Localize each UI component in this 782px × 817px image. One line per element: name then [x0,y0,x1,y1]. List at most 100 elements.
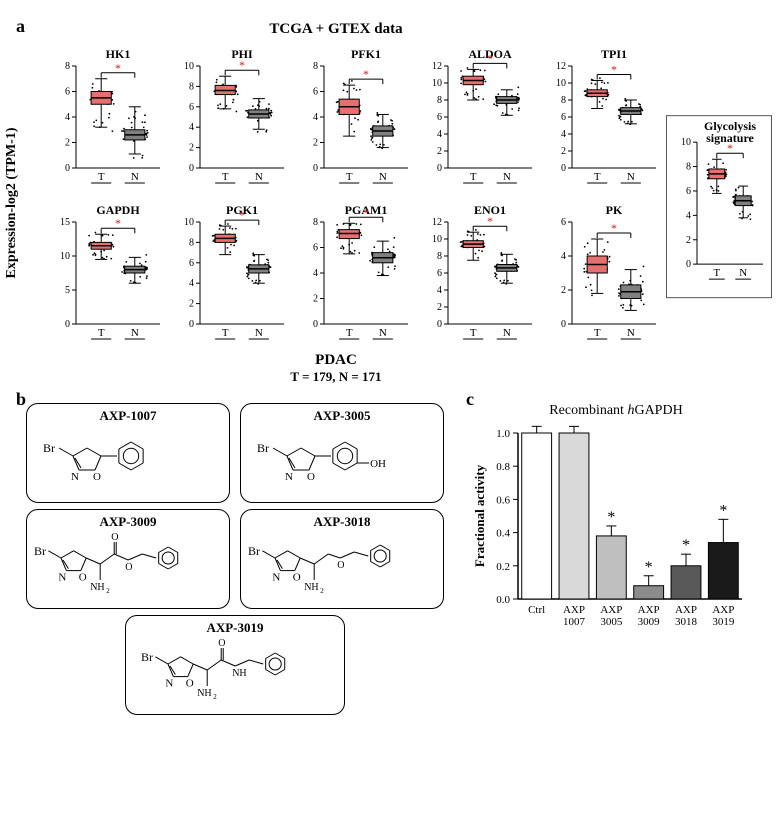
svg-text:T: T [470,327,477,339]
chem-label: AXP-1007 [33,408,223,424]
svg-text:2: 2 [561,285,566,296]
svg-text:2: 2 [189,299,194,310]
svg-text:6: 6 [437,268,442,279]
chem-svg: ONBrNH2O [247,532,437,602]
svg-text:0: 0 [313,319,318,330]
boxplot-aldoa: 024681012ALDOA*TN [420,44,538,194]
svg-text:0: 0 [189,319,194,330]
svg-text:6: 6 [65,87,70,98]
svg-text:O: O [186,678,194,690]
svg-text:*: * [645,559,653,576]
svg-text:Ctrl: Ctrl [528,604,545,616]
svg-text:T: T [346,327,353,339]
panel-c-title: Recombinant hGAPDH [470,403,762,419]
svg-text:N: N [255,171,263,183]
boxplot-pfk1: 02468PFK1*TN [296,44,414,194]
boxplot-hk1: 02468HK1*TN [48,44,166,194]
svg-text:0: 0 [561,163,566,174]
chembox-axp-3009: AXP-3009 ONBrNH2OO [26,509,230,609]
svg-text:10: 10 [184,61,194,72]
svg-text:8: 8 [437,95,442,106]
svg-text:N: N [255,327,263,339]
svg-text:T: T [594,327,601,339]
bar-3 [634,586,664,599]
svg-text:0: 0 [686,259,691,270]
svg-text:2: 2 [561,146,566,157]
svg-text:AXP: AXP [600,604,622,616]
svg-text:0: 0 [313,163,318,174]
svg-text:2: 2 [313,138,318,149]
chem-svg: ONBrNH2ONH [140,638,330,708]
svg-text:2: 2 [189,143,194,154]
panel-b-label: b [16,389,26,410]
svg-text:AXP: AXP [638,604,660,616]
bar-chart-svg: 0.00.20.40.60.81.0Fractional activityCtr… [470,423,750,643]
svg-text:N: N [285,471,293,483]
lower-row: b AXP-1007 ONBr AXP-3005 ONBrOH AXP-3009… [20,403,762,715]
svg-text:Br: Br [43,441,55,455]
boxplot-svg: 024681012ENO1*TN [420,200,538,350]
svg-text:6: 6 [189,258,194,269]
svg-text:2: 2 [106,587,110,595]
svg-text:6: 6 [437,112,442,123]
svg-text:Fractional activity: Fractional activity [472,464,487,567]
svg-text:6: 6 [189,102,194,113]
bar-2 [596,536,626,599]
svg-text:0.0: 0.0 [496,594,510,606]
svg-text:T: T [470,171,477,183]
boxplot-eno1: 024681012ENO1*TN [420,200,538,350]
chembox-axp-3019: AXP-3019 ONBrNH2ONH [125,615,345,715]
svg-text:O: O [293,572,301,584]
svg-text:4: 4 [313,112,318,123]
svg-text:0: 0 [65,319,70,330]
figure: a TCGA + GTEX data Expression-log2 (TPM-… [20,20,762,715]
svg-text:0: 0 [437,319,442,330]
svg-text:N: N [379,327,387,339]
svg-text:O: O [125,562,132,573]
svg-text:0: 0 [65,163,70,174]
svg-text:T: T [222,327,229,339]
boxplot-pk: 0246PK*TN [544,200,662,350]
svg-text:O: O [218,638,225,649]
panel-c-title-suffix: GAPDH [634,403,682,418]
svg-text:*: * [487,214,493,228]
svg-text:N: N [131,171,139,183]
svg-text:2: 2 [437,302,442,313]
svg-text:2: 2 [65,138,70,149]
svg-text:T: T [594,171,601,183]
svg-text:PFK1: PFK1 [351,47,381,61]
svg-text:10: 10 [184,217,194,228]
svg-text:8: 8 [65,61,70,72]
svg-text:8: 8 [189,237,194,248]
panel-c: c Recombinant hGAPDH 0.00.20.40.60.81.0F… [470,403,762,648]
svg-text:N: N [739,267,747,279]
svg-text:10: 10 [556,78,566,89]
svg-text:*: * [607,509,615,526]
svg-text:2: 2 [313,294,318,305]
svg-text:0.4: 0.4 [496,528,510,540]
svg-text:AXP: AXP [563,604,585,616]
boxplot-svg: 0246810PGK1*TN [172,200,290,350]
chembox-axp-1007: AXP-1007 ONBr [26,403,230,503]
svg-text:3018: 3018 [675,616,698,628]
panel-a-ylabel: Expression-log2 (TPM-1) [4,127,20,278]
panel-a-title: TCGA + GTEX data [269,21,402,37]
svg-text:TPI1: TPI1 [601,47,627,61]
boxplot-pgk1: 0246810PGK1*TN [172,200,290,350]
svg-text:4: 4 [437,285,442,296]
glycolysis-signature-plot: 0246810Glycolysissignature*TN [666,115,772,298]
svg-text:2: 2 [320,587,324,595]
svg-text:Br: Br [248,544,260,558]
svg-text:2: 2 [437,146,442,157]
chem-label: AXP-3018 [247,514,437,530]
svg-text:N: N [503,327,511,339]
chem-label: AXP-3019 [132,620,338,636]
svg-text:*: * [719,502,727,519]
boxplot-svg: 02468PGAM1*TN [296,200,414,350]
svg-text:N: N [379,171,387,183]
svg-text:T: T [222,171,229,183]
svg-text:15: 15 [60,217,70,228]
svg-text:3009: 3009 [638,616,661,628]
chem-label: AXP-3005 [247,408,437,424]
svg-text:N: N [503,171,511,183]
